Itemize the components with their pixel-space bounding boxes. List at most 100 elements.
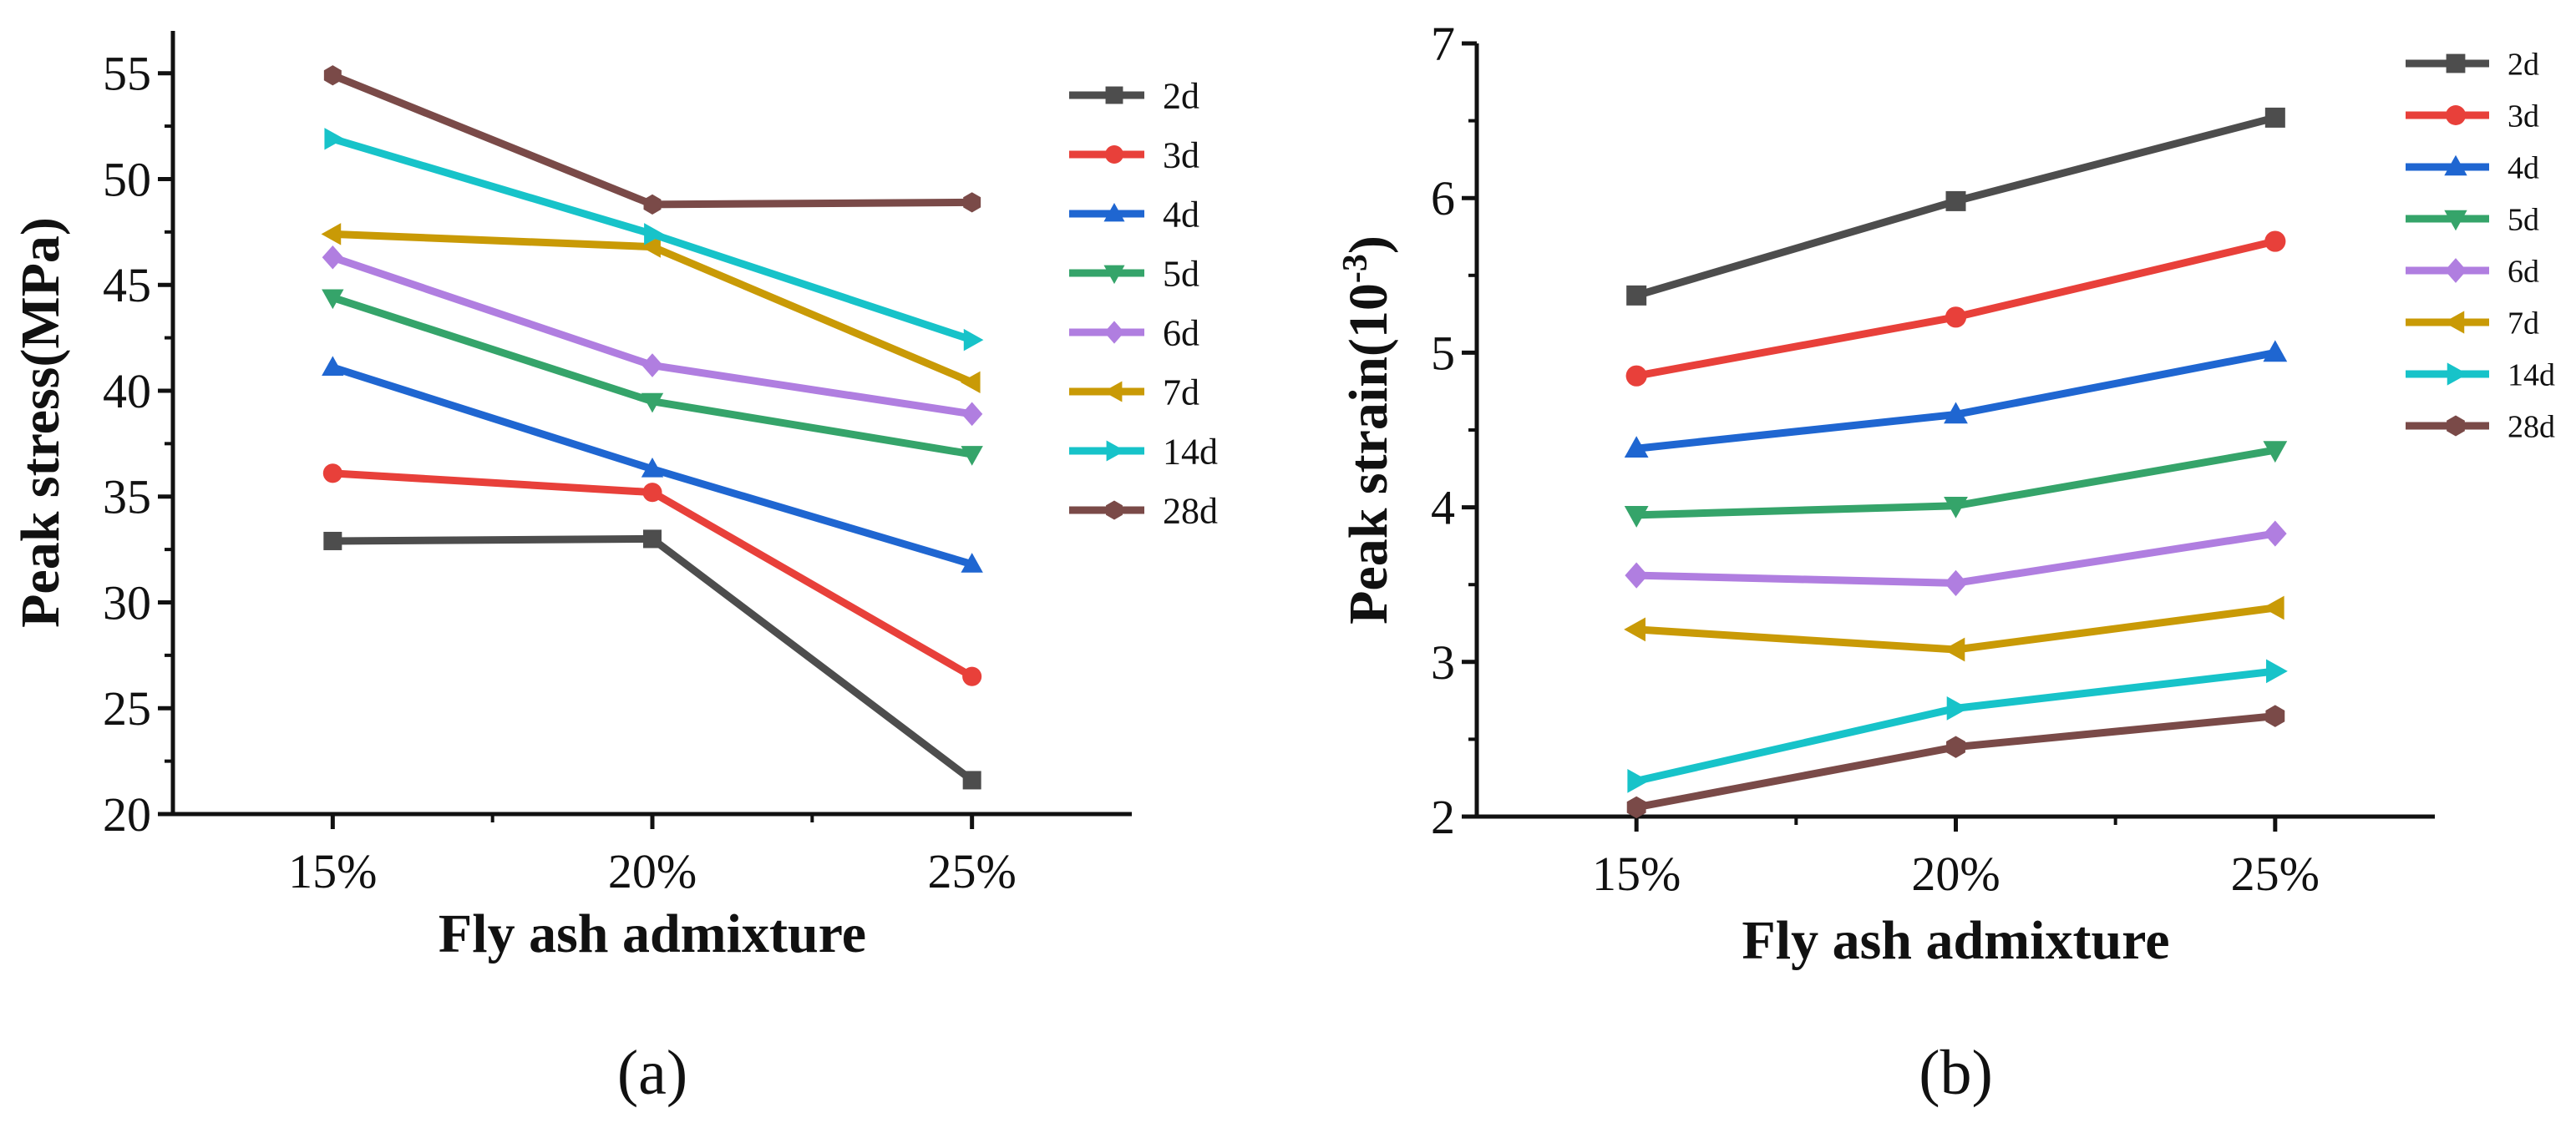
data-point-14d xyxy=(1946,696,1969,721)
series-4d xyxy=(322,356,983,573)
y-tick-label: 2 xyxy=(1431,790,1455,844)
data-point-4d xyxy=(641,458,664,478)
data-point-3d xyxy=(2264,230,2286,252)
data-point-14d xyxy=(2266,659,2288,684)
y-tick-label: 35 xyxy=(103,470,151,524)
legend-marker xyxy=(2446,53,2466,73)
legend-label: 28d xyxy=(2508,409,2555,444)
legend-label: 4d xyxy=(1163,194,1199,235)
legend-marker xyxy=(1103,265,1125,285)
legend-label: 14d xyxy=(2508,357,2555,392)
data-point-4d xyxy=(1944,402,1968,424)
data-point-4d xyxy=(1624,436,1649,458)
legend-marker xyxy=(1105,86,1123,104)
legend-item-28d: 28d xyxy=(2406,409,2555,444)
series-7d xyxy=(1624,595,2284,662)
data-point-6d xyxy=(961,402,983,427)
data-point-5d xyxy=(2263,441,2288,463)
series-line-4d xyxy=(1635,348,2276,453)
data-point-5d xyxy=(1944,496,1968,518)
data-point-28d xyxy=(1946,736,1965,758)
data-point-7d xyxy=(321,223,342,245)
legend-item-6d: 6d xyxy=(1069,312,1199,353)
data-point-3d xyxy=(1945,306,1967,328)
x-axis-title: Fly ash admixture xyxy=(439,903,866,964)
data-point-7d xyxy=(1624,617,1645,642)
data-point-2d xyxy=(1626,285,1647,306)
legend-marker xyxy=(2447,362,2468,386)
legend-item-3d: 3d xyxy=(2406,99,2539,134)
legend-marker xyxy=(2444,210,2467,231)
y-axis-title-superscript: -3 xyxy=(1336,254,1375,283)
legend-item-5d: 5d xyxy=(2406,202,2539,237)
y-axis-title: Peak stress(MPa) xyxy=(10,217,71,628)
data-point-4d xyxy=(322,356,344,376)
legend-label: 3d xyxy=(2508,99,2539,134)
data-point-3d xyxy=(962,666,982,686)
legend-marker xyxy=(2444,154,2467,176)
y-tick-label: 50 xyxy=(103,152,151,206)
y-tick-label: 3 xyxy=(1431,635,1455,690)
x-tick-label: 15% xyxy=(1592,847,1681,901)
y-tick-label: 4 xyxy=(1431,481,1455,535)
series-28d xyxy=(1626,705,2285,819)
legend-item-28d: 28d xyxy=(1069,490,1218,531)
legend-label: 2d xyxy=(1163,75,1199,116)
data-point-14d xyxy=(1627,769,1650,793)
data-point-5d xyxy=(1624,506,1649,528)
legend-item-7d: 7d xyxy=(2406,306,2539,341)
legend-marker xyxy=(1105,145,1123,164)
y-tick-label: 6 xyxy=(1431,171,1455,225)
legend-marker xyxy=(2446,105,2466,125)
series-3d xyxy=(1625,230,2286,387)
legend-label: 6d xyxy=(2508,254,2539,289)
legend-label: 6d xyxy=(1163,312,1199,353)
legend-label: 28d xyxy=(1163,490,1218,531)
data-point-6d xyxy=(1944,569,1968,596)
series-6d xyxy=(1625,520,2287,596)
legend-marker xyxy=(1103,381,1123,402)
y-tick-label: 5 xyxy=(1431,326,1455,380)
series-28d xyxy=(323,65,981,215)
legend-item-7d: 7d xyxy=(1069,372,1199,412)
series-line-28d xyxy=(331,72,972,209)
series-3d xyxy=(322,463,982,686)
data-point-14d xyxy=(324,128,345,150)
y-tick-label: 25 xyxy=(103,681,151,736)
legend-item-2d: 2d xyxy=(2406,47,2539,82)
legend-marker xyxy=(2443,311,2465,334)
series-14d xyxy=(324,128,984,352)
data-point-28d xyxy=(2265,705,2285,727)
data-point-6d xyxy=(1625,562,1648,589)
legend-label: 4d xyxy=(2508,150,2539,185)
y-tick-label: 7 xyxy=(1431,17,1455,71)
data-point-28d xyxy=(643,194,662,215)
data-point-5d xyxy=(641,392,664,413)
x-tick-label: 20% xyxy=(608,844,697,898)
data-point-14d xyxy=(963,328,984,352)
x-tick-label: 20% xyxy=(1911,847,2000,901)
legend-item-4d: 4d xyxy=(1069,194,1199,235)
data-point-2d xyxy=(643,529,662,549)
data-point-5d xyxy=(961,446,983,466)
data-point-7d xyxy=(1943,637,1965,662)
legend-marker xyxy=(1106,440,1126,462)
legend-label: 7d xyxy=(2508,306,2539,341)
data-point-6d xyxy=(322,245,343,270)
legend-marker xyxy=(1106,500,1123,520)
legend-label: 5d xyxy=(2508,202,2539,237)
data-point-28d xyxy=(963,192,981,213)
panel-label: (a) xyxy=(617,1038,687,1108)
legend-item-5d: 5d xyxy=(1069,253,1199,294)
data-point-2d xyxy=(1945,190,1966,211)
series-7d xyxy=(321,223,981,394)
data-point-7d xyxy=(960,371,981,394)
series-2d xyxy=(323,529,981,790)
data-point-5d xyxy=(322,289,344,310)
y-axis-title-main: Peak stress(MPa) xyxy=(10,217,71,628)
data-point-7d xyxy=(641,235,661,258)
data-point-4d xyxy=(2263,340,2288,362)
series-2d xyxy=(1626,107,2285,306)
legend-label: 5d xyxy=(1163,253,1199,294)
data-point-7d xyxy=(2262,595,2284,620)
